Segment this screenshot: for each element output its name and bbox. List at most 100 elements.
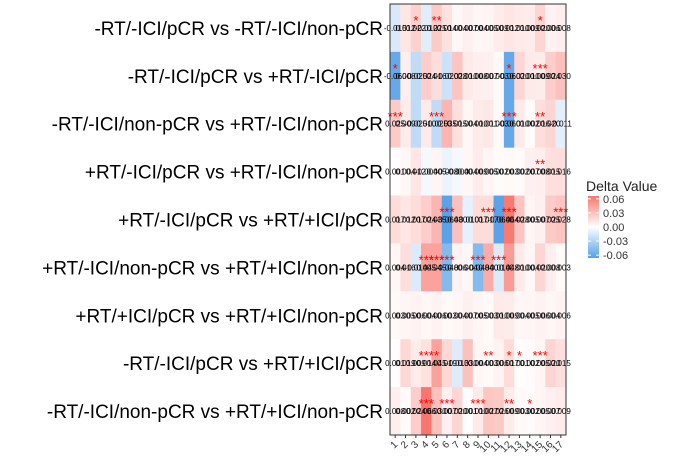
cell-value-label: 0.020 [447, 407, 468, 416]
cell-value-label: 0.045 [416, 263, 437, 272]
x-tick-label: 17 [550, 439, 566, 455]
y-tick-label: -RT/-ICI/pCR vs +RT/+ICI/pCR [123, 354, 383, 375]
x-tick-label: 2 [399, 439, 411, 451]
heatmap-cell [452, 51, 463, 101]
heatmap-cell [441, 339, 453, 388]
cell-value-label: 0.045 [427, 359, 448, 368]
heatmap-cell [431, 291, 443, 340]
cell-value-label: 0.007 [530, 216, 551, 225]
significance-marker: *** [419, 396, 434, 411]
heatmap-cell [400, 147, 411, 196]
cell-value-label: 0.006 [530, 311, 551, 320]
cell-value-label: 0.003 [489, 72, 510, 81]
x-tick-label: 6 [440, 439, 452, 451]
heatmap-cell [400, 4, 411, 53]
heatmap-cell [390, 147, 401, 196]
cell-value-label: 0.026 [489, 407, 510, 416]
heatmap-cell [472, 387, 484, 436]
heatmap-cell [503, 147, 515, 196]
heatmap-cell [431, 243, 443, 292]
legend: Delta Value 0.06 0.03 0.00 -0.03 -0.06 [586, 178, 658, 262]
heatmap-cell [452, 4, 463, 53]
cell-value-label: -0.004 [446, 168, 469, 177]
heatmap-cell [421, 51, 432, 101]
y-tick-label: +RT/-ICI/non-pCR vs +RT/+ICI/non-pCR [42, 258, 383, 279]
legend-tick-label: 0.00 [603, 222, 624, 234]
cell-value-label: 0.007 [478, 72, 499, 81]
cell-value-label: 0.016 [396, 263, 417, 272]
cell-value-label: 0.019 [437, 359, 458, 368]
heatmap-cell [472, 51, 484, 101]
cell-value-label: 0.024 [540, 72, 561, 81]
heatmap-cell [503, 339, 515, 388]
cell-value-label: 0.004 [509, 311, 530, 320]
cell-value-label: 0.003 [385, 311, 406, 320]
legend-color-bar [588, 196, 599, 258]
heatmap-cell [545, 4, 556, 53]
heatmap-cell [462, 51, 474, 101]
cell-value-label: 0.035 [427, 216, 448, 225]
cell-value-label: 0.030 [458, 359, 479, 368]
cell-value-label: 0.010 [458, 72, 479, 81]
heatmap-cell [555, 339, 567, 388]
cell-value-label: 0.005 [396, 311, 417, 320]
heatmap-cell [493, 339, 505, 388]
cell-value-label: 0.024 [406, 407, 427, 416]
heatmap-cell [441, 291, 453, 340]
cell-value-label: 0.004 [458, 120, 479, 129]
cell-value-label: 0.028 [551, 216, 572, 225]
heatmap-cell [421, 291, 432, 340]
heatmap-cell [441, 195, 453, 244]
cell-value-label: 0.030 [551, 72, 572, 81]
cell-value-label: 0.009 [499, 407, 520, 416]
y-tick-label: -RT/-ICI/pCR vs -RT/-ICI/non-pCR [94, 19, 383, 40]
cell-value-label: 0.002 [520, 359, 541, 368]
heatmap-cell [534, 99, 546, 148]
cell-value-label: 0.010 [468, 120, 489, 129]
heatmap-cell [462, 147, 474, 196]
y-tick-label: -RT/-ICI/non-pCR vs +RT/+ICI/non-pCR [47, 402, 383, 423]
heatmap-cell [493, 51, 505, 101]
cell-value-label: 0.010 [468, 407, 489, 416]
heatmap-cell [421, 147, 432, 196]
significance-marker: *** [419, 348, 434, 363]
heatmap-cells [390, 4, 567, 436]
cell-value-label: 0.002 [396, 407, 417, 416]
heatmap-cell [524, 147, 536, 196]
heatmap-cell [410, 51, 422, 101]
cell-value-label: 0.020 [530, 263, 551, 272]
cell-value-label: 0.005 [530, 359, 551, 368]
cell-value-label: 0.022 [406, 24, 427, 33]
cell-value-label: -0.013 [446, 359, 469, 368]
heatmap-cell [483, 387, 494, 436]
heatmap-cell [534, 4, 546, 53]
significance-marker: *** [429, 109, 444, 124]
cell-value-label: -0.064 [436, 216, 459, 225]
cell-value-label: 0.020 [540, 120, 561, 129]
cell-value-label: 0.010 [489, 311, 510, 320]
cell-value-label: 0.008 [540, 263, 561, 272]
cell-value-label: 0.003 [437, 311, 458, 320]
x-tick-label: 5 [430, 439, 442, 451]
heatmap-cell [462, 99, 474, 148]
cell-value-label: 0.007 [458, 24, 479, 33]
heatmap-cell [441, 243, 453, 292]
heatmap-cell [462, 243, 474, 292]
legend-tick-label: -0.03 [603, 236, 628, 248]
heatmap-cell [462, 291, 474, 340]
cell-value-label: 0.009 [406, 359, 427, 368]
cell-value-label: -0.060 [384, 72, 407, 81]
cell-value-label: 0.008 [530, 168, 551, 177]
cell-value-label: 0.012 [396, 24, 417, 33]
x-tick-label: 7 [451, 439, 463, 451]
significance-marker: *** [470, 252, 485, 267]
cell-value-label: 0.064 [499, 216, 520, 225]
cell-value-label: 0.028 [447, 72, 468, 81]
heatmap-cell [390, 99, 401, 148]
heatmap-cell [524, 387, 536, 436]
cell-value-label: 0.015 [447, 120, 468, 129]
significance-marker: * [538, 13, 543, 28]
heatmap-cell [452, 291, 463, 340]
